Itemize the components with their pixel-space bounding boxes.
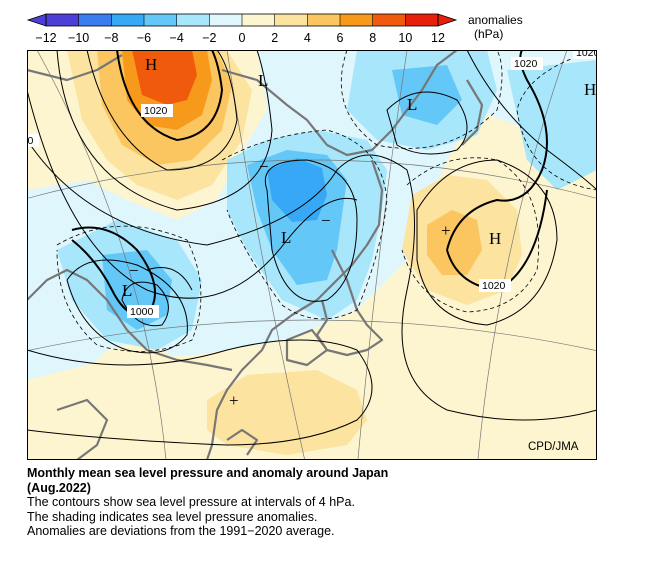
svg-text:1020: 1020	[576, 50, 597, 59]
negative-anomaly-northeast-mid	[392, 65, 462, 125]
positive-anomaly-southwest	[87, 340, 177, 380]
colorbar-tick-label: 8	[369, 31, 376, 45]
high-label-northwest: H	[145, 55, 157, 74]
low-label-central: L	[281, 228, 291, 247]
high-label-east: H	[489, 229, 501, 248]
pressure-map: H H H L L L L + + − − − 1020 1020 1020 1…	[27, 50, 597, 460]
colorbar-unit: (hPa)	[474, 27, 503, 41]
colorbar-cell	[242, 14, 276, 26]
colorbar-tick-label: −6	[137, 31, 151, 45]
caption-line2: The shading indicates sea level pressure…	[27, 509, 318, 524]
colorbar-cell	[405, 14, 439, 26]
coastlines	[27, 50, 484, 460]
caption: Monthly mean sea level pressure and anom…	[27, 466, 627, 539]
anomaly-colorbar: −12 −10 −8 −6 −4 −2 0 2 4 6 8 10 12 anomalies (hPa)	[26, 13, 523, 45]
anomaly-high-northwest-core	[132, 50, 197, 105]
colorbar-title: anomalies	[468, 13, 523, 27]
anomaly-sign-minus-center-east: −	[321, 211, 331, 230]
colorbar-tick-label: 2	[271, 31, 278, 45]
low-label-west: L	[122, 281, 132, 300]
colorbar-tick-label: 6	[337, 31, 344, 45]
caption-title-line2: (Aug.2022)	[27, 480, 91, 495]
colorbar-right-arrow	[437, 13, 458, 27]
colorbar-tick-label: 12	[431, 31, 445, 45]
colorbar-cell	[176, 14, 210, 26]
colorbar-ticks: −12 −10 −8 −6 −4 −2 0 2 4 6 8 10 12	[35, 14, 445, 45]
credit-label: CPD/JMA	[528, 441, 579, 453]
anomaly-high-east-inner	[427, 210, 482, 275]
isobar-label-5: 1000	[27, 134, 39, 147]
colorbar-cell	[340, 14, 374, 26]
svg-text:1020: 1020	[482, 280, 506, 292]
colorbar-cell	[274, 14, 308, 26]
isobar-label-3: 1020	[511, 57, 543, 70]
colorbar-cell	[78, 14, 112, 26]
colorbar-tick-label: 0	[239, 31, 246, 45]
anomaly-sign-plus-east: +	[441, 221, 451, 240]
colorbar-cell	[144, 14, 178, 26]
isobar-label-4: 1000	[127, 305, 159, 318]
colorbar-tick-label: −2	[202, 31, 216, 45]
isobars	[27, 50, 597, 446]
svg-text:1020: 1020	[144, 105, 168, 117]
anomaly-sign-minus-center: −	[259, 157, 269, 176]
low-label-northeast: L	[407, 95, 417, 114]
colorbar-cell	[372, 14, 406, 26]
colorbar-cell	[307, 14, 341, 26]
colorbar-tick-label: −8	[104, 31, 118, 45]
zero-anomaly-contours	[56, 50, 597, 352]
isobar-label-1: 1020	[141, 104, 173, 117]
negative-anomaly-center-inner	[267, 158, 327, 222]
colorbar-cell	[209, 14, 243, 26]
high-label-northeast: H	[584, 80, 596, 99]
colorbar-tick-label: −12	[35, 31, 56, 45]
colorbar-tick-label: 10	[398, 31, 412, 45]
colorbar-tick-label: −10	[68, 31, 89, 45]
anomaly-sign-minus-west: −	[129, 261, 139, 280]
colorbar-cell	[46, 14, 80, 26]
colorbar-cells	[46, 14, 439, 26]
svg-text:1000: 1000	[130, 306, 154, 318]
map-frame	[27, 50, 597, 460]
caption-line1: The contours show sea level pressure at …	[27, 495, 355, 509]
caption-title-line1: Monthly mean sea level pressure and anom…	[27, 466, 389, 480]
low-label-north: L	[258, 71, 268, 90]
svg-text:1000: 1000	[27, 135, 34, 147]
colorbar-left-arrow	[26, 13, 47, 27]
svg-text:1020: 1020	[514, 58, 538, 70]
colorbar-tick-label: 4	[304, 31, 311, 45]
anomaly-sign-plus-south: +	[229, 391, 239, 410]
isobar-label-2: 1020	[479, 279, 511, 292]
caption-line3: Anomalies are deviations from the 1991−2…	[27, 524, 335, 538]
colorbar-cell	[111, 14, 145, 26]
isobar-label-6: 1020	[573, 50, 597, 59]
colorbar-tick-label: −4	[170, 31, 184, 45]
negative-anomaly-farnortheast	[507, 60, 597, 190]
